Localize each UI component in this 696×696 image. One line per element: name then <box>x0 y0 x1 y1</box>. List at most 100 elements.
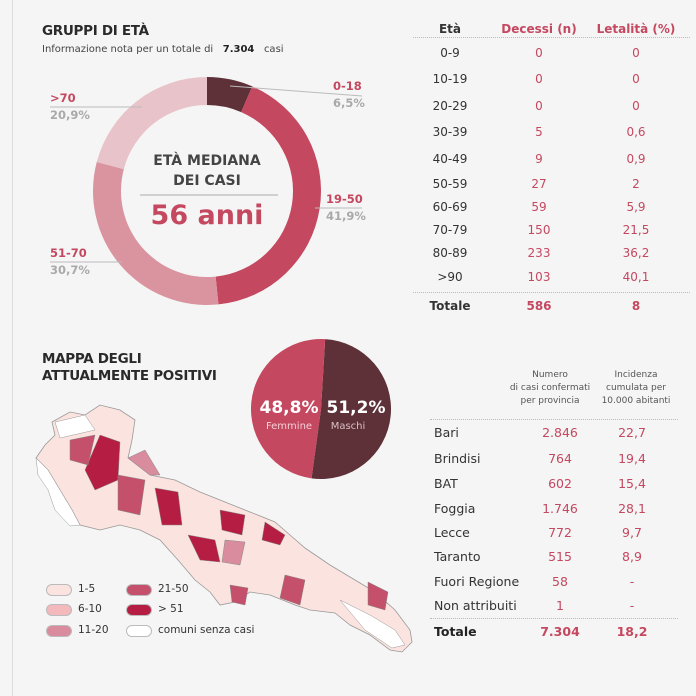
subtitle-suffix: casi <box>263 44 284 55</box>
male-label: Maschi <box>330 421 366 432</box>
age-groups-subtitle: Informazione nota per un totale di 7.304… <box>42 44 284 55</box>
deaths-cell: 0 <box>535 99 543 113</box>
age-donut-chart <box>50 77 363 305</box>
deaths-total-2: 8 <box>631 299 641 313</box>
map-title-2: ATTUALMENTE POSITIVI <box>42 368 217 384</box>
province-incidence: - <box>629 574 635 589</box>
legend-label: 11-20 <box>78 624 109 636</box>
slice-Maschi <box>311 339 391 479</box>
province-incidence: 22,7 <box>618 425 646 440</box>
municipality <box>117 474 146 516</box>
median-label-1: ETÀ MEDIANA <box>153 153 261 169</box>
municipality <box>127 449 161 476</box>
deaths-cell: 21,5 <box>622 223 650 237</box>
deaths-cell: 0 <box>535 72 543 86</box>
legend-label: 1-5 <box>78 583 96 595</box>
legend-label: > 51 <box>158 603 184 615</box>
deaths-total-1: 586 <box>526 299 552 313</box>
municipality <box>187 534 221 563</box>
male-pct: 51,2% <box>326 398 386 418</box>
subtitle-total: 7.304 <box>222 44 255 55</box>
incidence-header: Incidenza <box>614 370 658 380</box>
province-name: Brindisi <box>434 451 481 466</box>
cases-header: di casi confermati <box>509 383 591 393</box>
female-label: Femmine <box>265 421 313 432</box>
dotted-divider <box>413 37 690 38</box>
municipality <box>35 457 81 527</box>
label-0-18: 0-18 <box>333 79 362 93</box>
province-name: Lecce <box>434 525 470 540</box>
province-total-incidence: 18,2 <box>616 624 648 639</box>
province-cases: 1.746 <box>542 501 578 516</box>
dotted-divider <box>413 292 690 293</box>
deaths-age: 70-79 <box>432 223 468 237</box>
municipality <box>69 434 96 466</box>
cases-header: Numero <box>532 370 568 380</box>
deaths-cell: 0 <box>535 46 543 60</box>
legend-label: 21-50 <box>158 583 189 595</box>
deaths-cell: 150 <box>527 223 551 237</box>
legend-swatch <box>46 625 72 637</box>
slice-0-18 <box>207 77 253 113</box>
province-name: Bari <box>434 425 459 440</box>
slice-51-70 <box>93 161 219 305</box>
incidence-header: 10.000 abitanti <box>601 396 671 406</box>
municipality <box>221 539 246 566</box>
puglia-map <box>35 404 413 653</box>
legend-swatch <box>126 584 152 596</box>
deaths-age: 60-69 <box>432 200 468 214</box>
legend-label: comuni senza casi <box>158 624 255 636</box>
slice-Femmine <box>250 339 326 479</box>
median-label: ETÀ MEDIANA DEI CASI <box>153 151 260 191</box>
province-cases: 1 <box>556 598 564 613</box>
municipality <box>261 521 286 546</box>
deaths-age: >90 <box>437 270 463 284</box>
deaths-cell: 233 <box>527 246 551 260</box>
province-incidence: 15,4 <box>618 476 646 491</box>
legend-swatch <box>46 584 72 596</box>
municipality <box>367 581 389 611</box>
deaths-cell: 36,2 <box>622 246 650 260</box>
deaths-cell: 27 <box>531 177 547 191</box>
legend-label: 6-10 <box>78 603 102 615</box>
deaths-cell: 0,9 <box>626 152 646 166</box>
municipality <box>154 487 183 526</box>
deaths-cell: 103 <box>527 270 551 284</box>
age-groups-title: GRUPPI DI ETÀ <box>42 23 149 39</box>
municipality <box>229 584 249 606</box>
municipality <box>339 599 406 649</box>
deaths-total-0: Totale <box>429 299 471 313</box>
deaths-cell: 5,9 <box>626 200 646 214</box>
province-cases: 58 <box>552 574 568 589</box>
province-cases: 515 <box>548 549 572 564</box>
legend-swatch <box>126 625 152 637</box>
deaths-cell: 59 <box>531 200 547 214</box>
deaths-age: 80-89 <box>432 246 468 260</box>
province-cases: 764 <box>548 451 572 466</box>
deaths-cell: 0 <box>632 72 640 86</box>
deaths-cell: 2 <box>632 177 640 191</box>
deaths-age: 30-39 <box>432 125 468 139</box>
deaths-cell: 0,6 <box>626 125 646 139</box>
deaths-age: 10-19 <box>432 72 468 86</box>
slice->70 <box>96 77 207 170</box>
pct-19-50: 41,9% <box>326 209 366 223</box>
province-cases: 772 <box>548 525 572 540</box>
label-51-70: 51-70 <box>50 246 87 260</box>
province-total-cases: 7.304 <box>540 624 580 639</box>
pct-gt70: 20,9% <box>50 108 90 122</box>
pct-51-70: 30,7% <box>50 263 90 277</box>
deaths-age: 20-29 <box>432 99 468 113</box>
deaths-age: 50-59 <box>432 177 468 191</box>
province-incidence: 19,4 <box>618 451 646 466</box>
dotted-divider <box>430 419 678 420</box>
gender-pie-chart <box>250 339 391 479</box>
municipality <box>54 414 96 439</box>
deaths-header-1: Decessi (n) <box>501 22 577 36</box>
province-name: Taranto <box>434 549 481 564</box>
province-name: Non attribuiti <box>434 598 517 613</box>
pct-0-18: 6,5% <box>333 96 365 110</box>
deaths-cell: 5 <box>535 125 543 139</box>
province-name: Foggia <box>434 501 476 516</box>
